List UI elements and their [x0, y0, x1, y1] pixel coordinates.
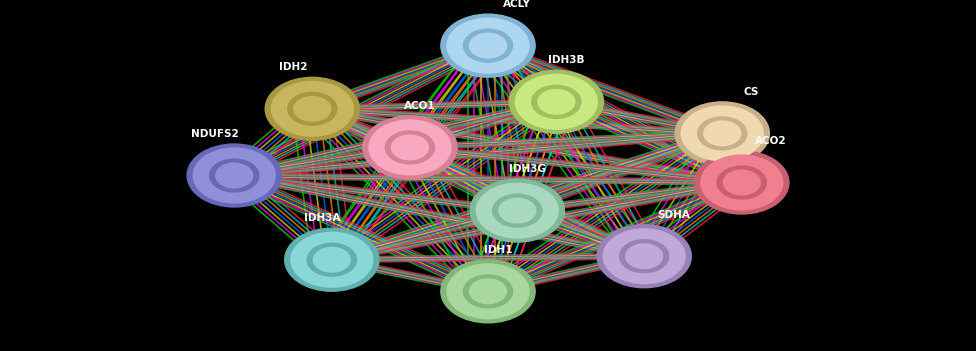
- Text: IDH2: IDH2: [278, 62, 307, 72]
- Text: IDH1: IDH1: [483, 245, 512, 255]
- Ellipse shape: [386, 131, 434, 164]
- Ellipse shape: [285, 228, 379, 291]
- Ellipse shape: [469, 279, 507, 304]
- Text: IDH3G: IDH3G: [508, 164, 546, 174]
- Ellipse shape: [441, 260, 535, 323]
- Ellipse shape: [216, 163, 253, 188]
- Ellipse shape: [515, 74, 597, 129]
- Ellipse shape: [307, 243, 356, 276]
- Ellipse shape: [476, 183, 558, 238]
- Ellipse shape: [698, 117, 747, 150]
- Ellipse shape: [464, 29, 512, 62]
- Ellipse shape: [532, 85, 581, 118]
- Ellipse shape: [675, 102, 769, 165]
- Ellipse shape: [626, 244, 663, 269]
- Ellipse shape: [210, 159, 259, 192]
- Ellipse shape: [538, 90, 575, 114]
- Ellipse shape: [597, 225, 691, 288]
- Ellipse shape: [193, 148, 275, 203]
- Text: IDH3B: IDH3B: [548, 55, 585, 65]
- Ellipse shape: [695, 151, 789, 214]
- Ellipse shape: [391, 135, 428, 160]
- Ellipse shape: [509, 70, 603, 133]
- Ellipse shape: [291, 232, 373, 287]
- Text: SDHA: SDHA: [657, 210, 690, 220]
- Ellipse shape: [603, 229, 685, 284]
- Ellipse shape: [447, 264, 529, 319]
- Ellipse shape: [313, 247, 350, 272]
- Ellipse shape: [620, 240, 669, 273]
- Ellipse shape: [681, 106, 763, 161]
- Ellipse shape: [294, 97, 331, 121]
- Ellipse shape: [499, 198, 536, 223]
- Text: ACO2: ACO2: [755, 136, 787, 146]
- Ellipse shape: [701, 155, 783, 210]
- Ellipse shape: [441, 14, 535, 77]
- Ellipse shape: [464, 275, 512, 308]
- Ellipse shape: [723, 170, 760, 195]
- Text: IDH3A: IDH3A: [304, 213, 341, 223]
- Text: ACLY: ACLY: [504, 0, 531, 9]
- Ellipse shape: [447, 18, 529, 73]
- Ellipse shape: [265, 77, 359, 140]
- Ellipse shape: [493, 194, 542, 227]
- Ellipse shape: [187, 144, 281, 207]
- Ellipse shape: [704, 121, 741, 146]
- Ellipse shape: [271, 81, 353, 136]
- Text: CS: CS: [744, 87, 759, 97]
- Ellipse shape: [469, 33, 507, 58]
- Text: ACO1: ACO1: [404, 101, 435, 111]
- Ellipse shape: [369, 120, 451, 175]
- Ellipse shape: [363, 116, 457, 179]
- Ellipse shape: [288, 92, 337, 125]
- Ellipse shape: [717, 166, 766, 199]
- Text: NDUFS2: NDUFS2: [191, 129, 238, 139]
- Ellipse shape: [470, 179, 564, 242]
